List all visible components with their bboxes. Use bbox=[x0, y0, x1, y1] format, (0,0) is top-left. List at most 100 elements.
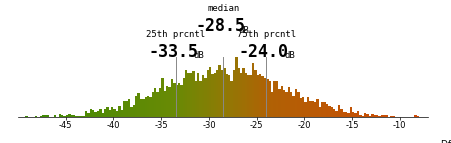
Bar bbox=[366, 114, 369, 117]
Bar bbox=[240, 73, 242, 117]
Bar bbox=[273, 81, 276, 117]
Bar bbox=[140, 99, 142, 117]
Bar bbox=[347, 113, 350, 117]
Bar bbox=[314, 102, 316, 117]
Bar bbox=[111, 107, 114, 117]
Bar bbox=[178, 83, 180, 117]
Bar bbox=[180, 85, 183, 117]
Bar bbox=[359, 115, 362, 117]
Bar bbox=[90, 109, 92, 117]
Bar bbox=[152, 92, 154, 117]
Bar bbox=[185, 70, 188, 117]
Bar bbox=[281, 86, 283, 117]
Bar bbox=[75, 116, 78, 117]
Bar bbox=[226, 74, 228, 117]
Bar bbox=[164, 91, 166, 117]
Bar bbox=[128, 99, 130, 117]
Bar bbox=[369, 116, 371, 117]
Bar bbox=[340, 109, 343, 117]
Bar bbox=[216, 70, 218, 117]
Bar bbox=[94, 112, 97, 117]
Bar bbox=[257, 75, 259, 117]
Bar bbox=[109, 110, 111, 117]
Bar bbox=[130, 107, 133, 117]
Bar bbox=[283, 90, 285, 117]
Bar bbox=[144, 97, 147, 117]
Bar bbox=[175, 85, 178, 117]
Bar bbox=[54, 115, 56, 117]
Bar bbox=[138, 93, 140, 117]
Bar bbox=[78, 116, 80, 117]
Bar bbox=[73, 115, 75, 117]
Bar bbox=[228, 75, 230, 117]
Bar bbox=[40, 116, 42, 117]
Bar bbox=[233, 70, 235, 117]
Bar bbox=[328, 106, 331, 117]
Bar bbox=[386, 115, 388, 117]
Text: 25th prcntl: 25th prcntl bbox=[146, 30, 205, 39]
Bar bbox=[64, 116, 66, 117]
Bar bbox=[321, 102, 323, 117]
Bar bbox=[101, 113, 104, 117]
Bar bbox=[336, 111, 338, 117]
Bar bbox=[271, 93, 273, 117]
Bar bbox=[92, 110, 94, 117]
Bar bbox=[214, 73, 216, 117]
Text: -28.5: -28.5 bbox=[196, 17, 246, 35]
Bar bbox=[35, 116, 37, 117]
Bar bbox=[357, 111, 359, 117]
Bar bbox=[364, 113, 366, 117]
Bar bbox=[278, 89, 281, 117]
Bar bbox=[204, 78, 207, 117]
Bar bbox=[345, 112, 347, 117]
Bar bbox=[142, 99, 144, 117]
Bar bbox=[61, 115, 64, 117]
Bar bbox=[302, 97, 304, 117]
Bar bbox=[414, 115, 417, 117]
Bar bbox=[80, 116, 83, 117]
Bar bbox=[188, 73, 190, 117]
Bar bbox=[249, 75, 252, 117]
Bar bbox=[166, 86, 168, 117]
Bar bbox=[390, 116, 393, 117]
Bar bbox=[354, 113, 357, 117]
Text: -24.0: -24.0 bbox=[239, 43, 289, 61]
Bar bbox=[393, 116, 395, 117]
Bar bbox=[195, 81, 197, 117]
Bar bbox=[254, 70, 257, 117]
Bar bbox=[207, 70, 209, 117]
Bar bbox=[114, 109, 116, 117]
Bar bbox=[85, 111, 87, 117]
Bar bbox=[202, 75, 204, 117]
Bar bbox=[123, 101, 125, 117]
Bar bbox=[252, 63, 254, 117]
Bar bbox=[362, 116, 364, 117]
Bar bbox=[42, 115, 44, 117]
Bar bbox=[245, 73, 247, 117]
Bar bbox=[25, 116, 28, 117]
Text: Df, dB: Df, dB bbox=[441, 140, 451, 143]
Text: dB: dB bbox=[284, 51, 295, 60]
Bar bbox=[285, 92, 288, 117]
Bar bbox=[218, 65, 221, 117]
Bar bbox=[290, 93, 292, 117]
Bar bbox=[417, 116, 419, 117]
Bar bbox=[288, 87, 290, 117]
Text: -33.5: -33.5 bbox=[148, 43, 198, 61]
Bar bbox=[230, 81, 233, 117]
Bar bbox=[319, 107, 321, 117]
Bar bbox=[161, 78, 164, 117]
Bar bbox=[316, 99, 319, 117]
Bar bbox=[259, 74, 262, 117]
Bar bbox=[159, 88, 161, 117]
Bar bbox=[269, 81, 271, 117]
Text: 75th prcntl: 75th prcntl bbox=[237, 30, 296, 39]
Bar bbox=[297, 92, 299, 117]
Bar bbox=[156, 92, 159, 117]
Bar bbox=[343, 112, 345, 117]
Bar bbox=[242, 68, 245, 117]
Bar bbox=[70, 115, 73, 117]
Text: median: median bbox=[207, 4, 239, 13]
Bar bbox=[235, 57, 238, 117]
Bar bbox=[97, 111, 99, 117]
